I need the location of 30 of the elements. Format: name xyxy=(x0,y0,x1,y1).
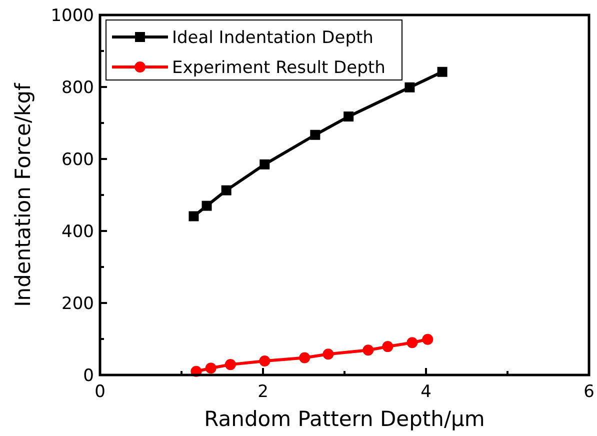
point xyxy=(310,130,320,140)
point xyxy=(188,211,199,222)
point xyxy=(404,82,415,92)
point xyxy=(406,337,418,348)
y-tick-label: 400 xyxy=(62,222,94,242)
point xyxy=(299,352,310,364)
x-tick-label: 2 xyxy=(258,382,268,402)
point xyxy=(382,341,394,352)
point xyxy=(205,362,216,374)
x-tick-label: 4 xyxy=(420,382,432,402)
y-tick-label: 200 xyxy=(62,294,94,314)
point xyxy=(224,359,236,370)
y-tick-label: 600 xyxy=(62,150,94,170)
point xyxy=(422,334,434,345)
y-tick-label: 800 xyxy=(62,78,94,98)
point xyxy=(362,344,374,356)
point xyxy=(260,159,270,170)
point xyxy=(437,66,448,77)
point xyxy=(322,348,334,360)
legend-label: Ideal Indentation Depth xyxy=(172,28,374,48)
y-axis-title: Indentation Force/kgf xyxy=(11,82,35,307)
x-tick-label: 6 xyxy=(584,382,594,402)
y-tick-label: 0 xyxy=(83,366,94,386)
y-tick-label: 1000 xyxy=(50,6,94,26)
x-axis-title: Random Pattern Depth/μm xyxy=(204,407,485,431)
point xyxy=(344,112,354,122)
point xyxy=(202,200,212,211)
point xyxy=(259,355,270,366)
legend-label: Experiment Result Depth xyxy=(172,58,386,78)
point xyxy=(221,185,232,196)
